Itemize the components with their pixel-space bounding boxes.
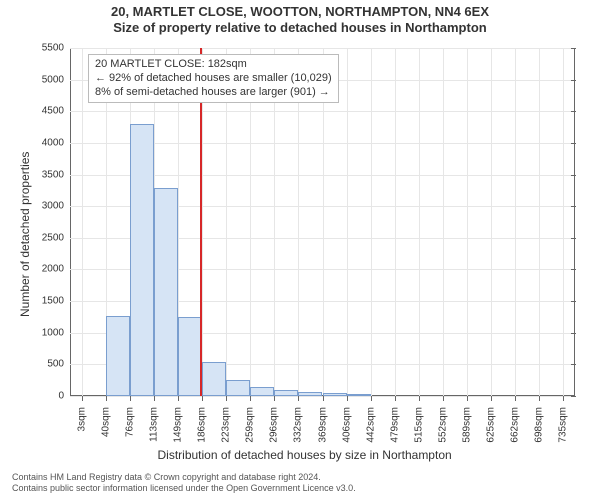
- gridline-v: [419, 48, 420, 396]
- xtick-label: 515sqm: [413, 403, 424, 443]
- chart-title-line2: Size of property relative to detached ho…: [0, 20, 600, 36]
- xtick-mark: [443, 396, 444, 401]
- gridline-v: [371, 48, 372, 396]
- annotation-line1: 20 MARTLET CLOSE: 182sqm: [95, 58, 332, 72]
- xtick-label: 149sqm: [172, 403, 183, 443]
- annotation-line3: 8% of semi-detached houses are larger (9…: [95, 86, 332, 100]
- xtick-mark: [467, 396, 468, 401]
- ytick-label: 1500: [42, 296, 70, 307]
- histogram-bar: [274, 390, 298, 396]
- xtick-label: 589sqm: [462, 403, 473, 443]
- gridline-v: [539, 48, 540, 396]
- gridline-v: [443, 48, 444, 396]
- xtick-label: 40sqm: [101, 403, 112, 437]
- xtick-label: 479sqm: [389, 403, 400, 443]
- xtick-label: 442sqm: [365, 403, 376, 443]
- xtick-mark: [106, 396, 107, 401]
- xtick-label: 552sqm: [437, 403, 448, 443]
- xtick-mark: [515, 396, 516, 401]
- xtick-mark: [419, 396, 420, 401]
- xtick-label: 369sqm: [317, 403, 328, 443]
- xtick-mark: [491, 396, 492, 401]
- xtick-label: 332sqm: [293, 403, 304, 443]
- xtick-mark: [130, 396, 131, 401]
- ytick-label: 2500: [42, 232, 70, 243]
- ytick-mark: [571, 111, 576, 112]
- xtick-mark: [563, 396, 564, 401]
- xtick-mark: [274, 396, 275, 401]
- histogram-bar: [323, 393, 347, 396]
- xtick-label: 625sqm: [485, 403, 496, 443]
- xtick-label: 76sqm: [124, 403, 135, 437]
- chart-title-line1: 20, MARTLET CLOSE, WOOTTON, NORTHAMPTON,…: [0, 4, 600, 20]
- histogram-bar: [347, 394, 371, 396]
- histogram-bar: [226, 380, 250, 396]
- xtick-label: 259sqm: [245, 403, 256, 443]
- xtick-mark: [154, 396, 155, 401]
- gridline-v: [515, 48, 516, 396]
- ytick-mark: [571, 175, 576, 176]
- xtick-label: 186sqm: [197, 403, 208, 443]
- histogram-bar: [130, 124, 154, 396]
- xtick-mark: [298, 396, 299, 401]
- xtick-mark: [202, 396, 203, 401]
- xtick-mark: [371, 396, 372, 401]
- xtick-label: 113sqm: [149, 403, 160, 442]
- xtick-mark: [539, 396, 540, 401]
- xtick-mark: [347, 396, 348, 401]
- xtick-label: 698sqm: [533, 403, 544, 443]
- histogram-bar: [202, 362, 226, 396]
- ytick-mark: [571, 80, 576, 81]
- xtick-mark: [323, 396, 324, 401]
- attribution-footer: Contains HM Land Registry data © Crown c…: [12, 472, 356, 494]
- ytick-label: 4500: [42, 106, 70, 117]
- xtick-mark: [250, 396, 251, 401]
- xtick-label: 662sqm: [510, 403, 521, 443]
- gridline-v: [347, 48, 348, 396]
- annotation-line2: ← 92% of detached houses are smaller (10…: [95, 72, 332, 86]
- ytick-label: 0: [58, 391, 70, 402]
- xtick-label: 3sqm: [76, 403, 87, 431]
- ytick-label: 3000: [42, 201, 70, 212]
- x-axis-label: Distribution of detached houses by size …: [158, 448, 452, 462]
- xtick-mark: [178, 396, 179, 401]
- ytick-mark: [571, 206, 576, 207]
- ytick-mark: [571, 238, 576, 239]
- ytick-mark: [571, 143, 576, 144]
- ytick-mark: [571, 269, 576, 270]
- histogram-bar: [178, 317, 202, 396]
- ytick-label: 3500: [42, 169, 70, 180]
- footer-line1: Contains HM Land Registry data © Crown c…: [12, 472, 356, 483]
- ytick-label: 1000: [42, 327, 70, 338]
- ytick-label: 500: [47, 359, 70, 370]
- xtick-label: 735sqm: [558, 403, 569, 443]
- ytick-mark: [571, 48, 576, 49]
- ytick-label: 2000: [42, 264, 70, 275]
- ytick-mark: [571, 301, 576, 302]
- ytick-mark: [571, 333, 576, 334]
- ytick-label: 5500: [42, 43, 70, 54]
- xtick-label: 296sqm: [269, 403, 280, 443]
- footer-line2: Contains public sector information licen…: [12, 483, 356, 494]
- ytick-label: 5000: [42, 74, 70, 85]
- xtick-mark: [226, 396, 227, 401]
- annotation-box: 20 MARTLET CLOSE: 182sqm ← 92% of detach…: [88, 54, 339, 103]
- ytick-mark: [571, 364, 576, 365]
- histogram-bar: [298, 392, 322, 396]
- xtick-mark: [82, 396, 83, 401]
- xtick-label: 223sqm: [221, 403, 232, 443]
- ytick-mark: [571, 396, 576, 397]
- histogram-bar: [106, 316, 130, 396]
- gridline-v: [563, 48, 564, 396]
- gridline-v: [467, 48, 468, 396]
- y-axis-label: Number of detached properties: [18, 152, 32, 317]
- gridline-v: [82, 48, 83, 396]
- histogram-bar: [250, 387, 274, 396]
- histogram-bar: [154, 188, 178, 396]
- xtick-label: 406sqm: [341, 403, 352, 443]
- gridline-v: [395, 48, 396, 396]
- ytick-label: 4000: [42, 137, 70, 148]
- xtick-mark: [395, 396, 396, 401]
- gridline-v: [491, 48, 492, 396]
